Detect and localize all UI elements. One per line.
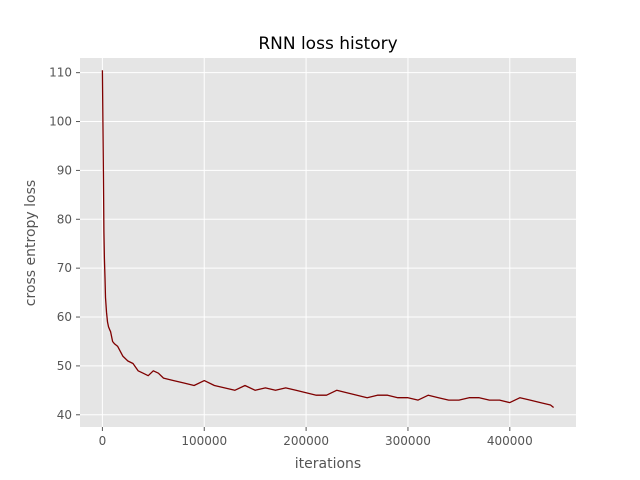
x-tick-label: 400000 <box>487 434 533 448</box>
y-tick-label: 70 <box>57 261 72 275</box>
chart-title: RNN loss history <box>258 34 397 54</box>
x-tick-label: 0 <box>99 434 107 448</box>
y-tick-label: 80 <box>57 212 72 226</box>
series-layer <box>101 70 555 409</box>
y-tick-label: 50 <box>57 359 72 373</box>
x-tick-label: 100000 <box>181 434 227 448</box>
y-axis-label: cross entropy loss <box>23 180 39 306</box>
y-tick-label: 60 <box>57 310 72 324</box>
x-tick-label: 200000 <box>283 434 329 448</box>
x-tick-label: 300000 <box>385 434 431 448</box>
y-tick-label: 90 <box>57 163 72 177</box>
tick-labels: 0 100000 200000 300000 400000 40 50 60 70 80 90 100… <box>49 66 533 448</box>
y-tick-label: 40 <box>57 408 72 422</box>
y-tick-label: 110 <box>49 66 72 80</box>
loss-series-line <box>101 70 555 409</box>
x-axis-label: iterations <box>295 456 361 472</box>
y-tick-label: 100 <box>49 115 72 129</box>
grid-lines <box>80 58 576 427</box>
